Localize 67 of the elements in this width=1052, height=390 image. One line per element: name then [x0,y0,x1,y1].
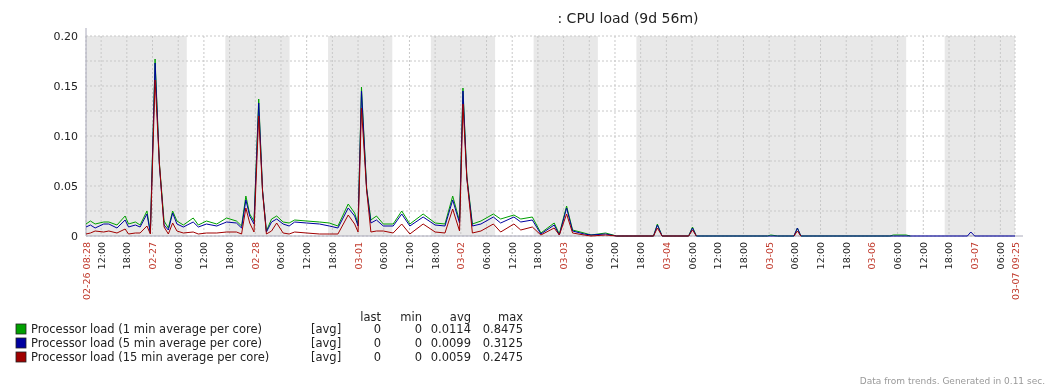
x-tick-label: 03-03 [558,242,570,270]
text: last [360,310,382,324]
y-tick-label: 0 [71,230,78,243]
x-tick-label: 12:00 [301,242,313,270]
text: 0 [373,350,381,364]
x-tick-label: 18:00 [224,242,236,270]
text: max [497,310,524,324]
x-tick-label: 03-06 [866,242,878,270]
x-tick-label: 12:00 [403,242,415,270]
text: 0.0099 [430,336,471,350]
x-tick-label: 03-04 [660,242,672,270]
text: 0.0059 [430,350,471,364]
x-tick-label: 06:00 [892,242,904,270]
text: 0 [414,322,422,336]
text: avg [449,310,471,324]
x-tick-label: 02-26 08:28 [80,242,92,301]
y-tick-label: 0.20 [53,30,78,43]
text: [avg] [311,336,342,350]
x-tick-label: 06:00 [275,242,287,270]
x-tick-label: 03-07 09:25 [1009,242,1021,301]
text: 0 [373,336,381,350]
x-tick-label: 06:00 [583,242,595,270]
x-tick-label: 02-28 [249,242,261,270]
x-tick-label: 18:00 [840,242,852,270]
y-tick-label: 0.15 [53,80,78,93]
x-tick-label: 03-07 [969,242,981,270]
x-tick-label: 12:00 [198,242,210,270]
legend-label: Processor load (1 min average per core) [31,322,262,336]
y-tick-label: 0.10 [53,130,78,143]
x-tick-label: 18:00 [429,242,441,270]
x-tick-label: 18:00 [635,242,647,270]
text: 0.0114 [430,322,471,336]
x-tick-label: 06:00 [172,242,184,270]
x-tick-label: 12:00 [609,242,621,270]
text: 0.8475 [482,322,523,336]
y-tick-label: 0.05 [53,180,78,193]
x-tick-label: 06:00 [994,242,1006,270]
x-tick-label: 06:00 [378,242,390,270]
x-tick-label: 03-05 [763,242,775,270]
x-tick-label: 18:00 [737,242,749,270]
x-tick-label: 12:00 [506,242,518,270]
x-tick-label: 03-02 [455,242,467,270]
text: 0.3125 [482,336,523,350]
text: [avg] [311,350,342,364]
text: 0 [414,336,422,350]
text: 0.2475 [482,350,523,364]
x-tick-label: 12:00 [815,242,827,270]
x-tick-label: 12:00 [712,242,724,270]
x-tick-label: 06:00 [789,242,801,270]
text: min [400,310,422,324]
x-tick-label: 06:00 [686,242,698,270]
x-tick-label: 18:00 [943,242,955,270]
x-tick-label: 06:00 [481,242,493,270]
x-tick-label: 18:00 [326,242,338,270]
x-tick-label: 03-01 [352,242,364,270]
chart-title: : CPU load (9d 56m) [557,10,699,26]
legend-label: Processor load (5 min average per core) [31,336,262,350]
x-tick-label: 12:00 [917,242,929,270]
x-tick-label: 18:00 [121,242,133,270]
legend-label: Processor load (15 min average per core) [31,350,270,364]
x-tick-label: 18:00 [532,242,544,270]
text: 0 [414,350,422,364]
x-tick-label: 02-27 [147,242,159,270]
x-tick-label: 12:00 [95,242,107,270]
text: [avg] [311,322,342,336]
text: Data from trends. Generated in 0.11 sec. [859,376,1045,386]
text: 0 [373,322,381,336]
